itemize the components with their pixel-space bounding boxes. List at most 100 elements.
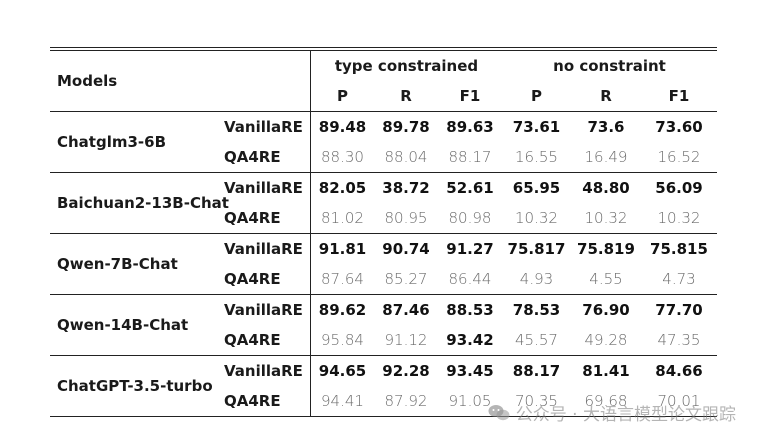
watermark: 公众号 · 大语言模型论文跟踪 bbox=[488, 400, 736, 425]
group-header-type-constrained: type constrained bbox=[310, 51, 502, 81]
row-separator bbox=[50, 355, 717, 356]
table-cell: 73.61 bbox=[512, 118, 561, 136]
bottom-rule bbox=[50, 416, 717, 417]
table-cell: 87.92 bbox=[384, 392, 428, 410]
table-cell: 88.53 bbox=[446, 301, 494, 319]
table-cell: 81.41 bbox=[582, 362, 630, 380]
table-cell: 10.32 bbox=[584, 209, 628, 227]
model-name: Chatglm3-6B bbox=[57, 133, 167, 151]
table-cell: 73.60 bbox=[655, 118, 703, 136]
model-block: Chatglm3-6B VanillaRE 89.48 89.78 89.63 73.61… bbox=[50, 112, 717, 172]
top-rule-double bbox=[50, 50, 717, 51]
table-cell: 88.17 bbox=[448, 148, 492, 166]
method-name: VanillaRE bbox=[224, 179, 303, 197]
metric-header: R bbox=[600, 87, 612, 105]
table-cell: 48.80 bbox=[582, 179, 630, 197]
table-cell: 93.45 bbox=[446, 362, 494, 380]
table-cell: 94.41 bbox=[310, 386, 374, 416]
table-cell: 88.04 bbox=[384, 148, 428, 166]
table-cell: 91.05 bbox=[448, 392, 492, 410]
table-cell: 10.32 bbox=[515, 209, 558, 227]
model-name: ChatGPT-3.5-turbo bbox=[57, 377, 213, 395]
method-name: QA4RE bbox=[224, 148, 281, 166]
table-cell: 16.55 bbox=[515, 148, 558, 166]
table-cell: 92.28 bbox=[382, 362, 430, 380]
table-cell: 75.819 bbox=[577, 240, 635, 258]
metric-header: R bbox=[400, 87, 412, 105]
model-name: Baichuan2-13B-Chat bbox=[57, 194, 229, 212]
table-cell: 89.78 bbox=[382, 118, 430, 136]
metric-header: F1 bbox=[668, 87, 690, 105]
table-cell: 80.98 bbox=[448, 209, 492, 227]
table-cell: 87.46 bbox=[382, 301, 430, 319]
table-cell: 45.57 bbox=[515, 331, 558, 349]
row-separator bbox=[50, 172, 717, 173]
table-cell: 76.90 bbox=[582, 301, 630, 319]
row-separator bbox=[50, 233, 717, 234]
table-cell: 16.49 bbox=[584, 148, 628, 166]
table-cell: 85.27 bbox=[384, 270, 428, 288]
models-header: Models bbox=[57, 72, 118, 90]
row-separator bbox=[50, 111, 717, 112]
table-cell: 70.35 bbox=[515, 392, 558, 410]
table-cell: 80.95 bbox=[384, 209, 428, 227]
method-name: VanillaRE bbox=[224, 301, 303, 319]
table-cell: 70.01 bbox=[657, 392, 701, 410]
table-cell: 88.30 bbox=[310, 142, 374, 172]
table-cell: 38.72 bbox=[382, 179, 430, 197]
wechat-icon bbox=[488, 404, 510, 422]
table-cell: 84.66 bbox=[655, 362, 703, 380]
model-name: Qwen-7B-Chat bbox=[57, 255, 178, 273]
table-cell: 56.09 bbox=[655, 179, 703, 197]
table-header: Models type constrained no constraint P … bbox=[50, 51, 717, 111]
model-block: Qwen-14B-Chat VanillaRE 89.62 87.46 88.53 78.… bbox=[50, 295, 717, 355]
table-cell: 69.68 bbox=[584, 392, 628, 410]
metric-header: P bbox=[531, 87, 542, 105]
table-cell: 4.93 bbox=[519, 270, 554, 288]
table-cell: 94.65 bbox=[310, 356, 374, 386]
table-cell: 89.48 bbox=[310, 112, 374, 142]
method-name: QA4RE bbox=[224, 331, 281, 349]
method-name: VanillaRE bbox=[224, 362, 303, 380]
watermark-text: 公众号 · 大语言模型论文跟踪 bbox=[515, 405, 736, 425]
table-cell: 78.53 bbox=[512, 301, 561, 319]
table-cell: 75.817 bbox=[507, 240, 566, 258]
results-table: Models type constrained no constraint P … bbox=[50, 47, 717, 417]
row-separator bbox=[50, 294, 717, 295]
table-cell: 82.05 bbox=[310, 173, 374, 203]
table-cell: 4.73 bbox=[662, 270, 696, 288]
metric-header: P bbox=[310, 81, 374, 111]
method-name: QA4RE bbox=[224, 270, 281, 288]
method-name: VanillaRE bbox=[224, 118, 303, 136]
table-cell: 91.81 bbox=[310, 234, 374, 264]
top-rule bbox=[50, 47, 717, 48]
table-body: Chatglm3-6B VanillaRE 89.48 89.78 89.63 73.61… bbox=[50, 111, 717, 417]
table-cell: 86.44 bbox=[448, 270, 492, 288]
table-cell: 81.02 bbox=[310, 203, 374, 233]
table-cell: 73.6 bbox=[587, 118, 625, 136]
table-cell: 10.32 bbox=[657, 209, 701, 227]
table-cell: 49.28 bbox=[584, 331, 628, 349]
model-block: ChatGPT-3.5-turbo VanillaRE 94.65 92.28 93.4… bbox=[50, 356, 717, 416]
metric-header: F1 bbox=[459, 87, 481, 105]
table-cell: 75.815 bbox=[650, 240, 708, 258]
table-cell: 91.27 bbox=[446, 240, 494, 258]
group-header-no-constraint: no constraint bbox=[553, 57, 666, 75]
table-cell: 4.55 bbox=[589, 270, 623, 288]
method-name: QA4RE bbox=[224, 392, 281, 410]
table-cell: 47.35 bbox=[657, 331, 701, 349]
table-cell: 87.64 bbox=[310, 264, 374, 294]
table-cell: 52.61 bbox=[446, 179, 494, 197]
table-cell: 95.84 bbox=[310, 325, 374, 355]
table-cell: 88.17 bbox=[512, 362, 561, 380]
table-cell: 16.52 bbox=[657, 148, 701, 166]
table-cell: 77.70 bbox=[655, 301, 703, 319]
table-cell: 93.42 bbox=[446, 331, 494, 349]
table-cell: 91.12 bbox=[384, 331, 428, 349]
table-cell: 89.62 bbox=[310, 295, 374, 325]
method-name: VanillaRE bbox=[224, 240, 303, 258]
model-block: Qwen-7B-Chat VanillaRE 91.81 90.74 91.27 75.8… bbox=[50, 234, 717, 294]
model-block: Baichuan2-13B-Chat VanillaRE 82.05 38.72 52.… bbox=[50, 173, 717, 233]
table-cell: 65.95 bbox=[512, 179, 561, 197]
model-name: Qwen-14B-Chat bbox=[57, 316, 189, 334]
